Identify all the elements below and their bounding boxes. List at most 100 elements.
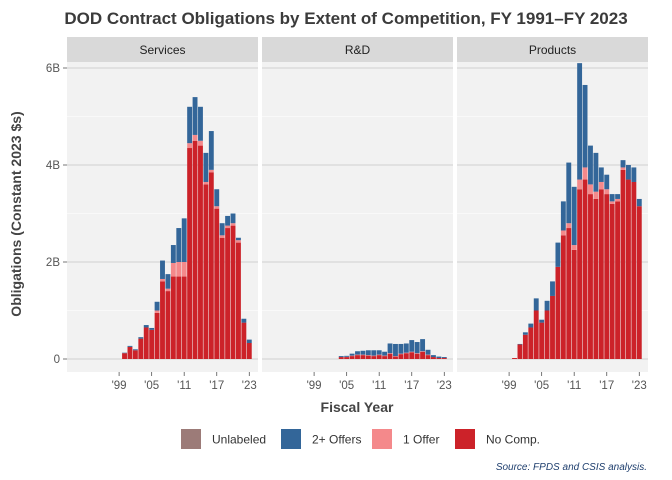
- bar-services-2002-2-offers: [132, 349, 138, 351]
- bar-r-d-2011-no-comp: [376, 355, 382, 359]
- x-tick-label: '05: [144, 380, 159, 392]
- bar-services-2008-no-comp: [165, 291, 171, 359]
- bar-r-d-2019-2-offers: [420, 339, 426, 352]
- bar-products-2016-no-comp: [598, 189, 604, 359]
- bar-r-d-2005-2-offers: [344, 355, 350, 357]
- bar-services-2019-1-offer: [225, 225, 231, 229]
- legend-label: No Comp.: [486, 433, 540, 447]
- bar-r-d-2005-no-comp: [344, 357, 350, 359]
- bar-products-2013-1-offer: [582, 167, 588, 180]
- bar-products-2005-2-offers: [539, 319, 545, 323]
- bar-products-2011-1-offer: [571, 245, 577, 250]
- bar-products-2002-2-offers: [522, 332, 528, 335]
- bar-services-2014-1-offer: [198, 140, 203, 146]
- x-tick-label: '23: [437, 380, 452, 392]
- bar-products-2019-2-offers: [615, 194, 621, 199]
- legend-label: 1 Offer: [403, 433, 439, 447]
- bar-r-d-2022-2-offers: [436, 356, 442, 359]
- legend-item-no-comp: No Comp.: [455, 429, 540, 449]
- bar-products-2023-no-comp: [636, 206, 642, 359]
- bar-services-2011-1-offer: [181, 262, 187, 277]
- bar-r-d-2020-no-comp: [425, 355, 431, 359]
- bar-services-2001-no-comp: [127, 346, 133, 359]
- bar-products-2012-no-comp: [577, 189, 583, 359]
- legend-item-unlabeled: Unlabeled: [181, 429, 266, 449]
- bar-services-2004-no-comp: [143, 327, 149, 359]
- bar-products-2015-2-offers: [593, 152, 599, 192]
- bar-services-2012-1-offer: [187, 143, 193, 149]
- bar-r-d-2022-no-comp: [436, 358, 442, 359]
- bar-services-2016-1-offer: [208, 169, 214, 173]
- bar-products-2022-no-comp: [631, 181, 637, 359]
- bar-products-2018-1-offer: [609, 201, 615, 204]
- bar-services-2022-2-offers: [241, 318, 247, 323]
- bar-products-2010-no-comp: [566, 228, 572, 359]
- bar-products-2002-no-comp: [522, 334, 528, 359]
- bar-r-d-2006-no-comp: [349, 356, 355, 359]
- bar-services-2017-no-comp: [214, 208, 220, 359]
- bar-products-2011-no-comp: [571, 249, 577, 359]
- bar-services-2017-2-offers: [214, 189, 220, 207]
- bar-services-2018-no-comp: [219, 237, 225, 359]
- legend-item-1-offer: 1 Offer: [372, 429, 439, 449]
- bar-products-2021-no-comp: [625, 179, 631, 359]
- bar-products-2017-no-comp: [604, 194, 610, 359]
- bar-r-d-2016-no-comp: [403, 353, 409, 359]
- panel-plot-area: [262, 62, 453, 372]
- panel-strip-label: Products: [529, 43, 576, 57]
- bar-r-d-2017-2-offers: [409, 340, 415, 352]
- bar-products-2016-1-offer: [598, 181, 604, 190]
- bar-services-2004-2-offers: [143, 325, 149, 328]
- bar-products-2010-2-offers: [566, 162, 572, 224]
- bar-r-d-2018-no-comp: [414, 353, 420, 359]
- bar-r-d-2009-2-offers: [365, 350, 371, 356]
- bar-products-2006-no-comp: [544, 310, 550, 359]
- x-tick-label: '11: [567, 380, 581, 392]
- bar-r-d-2021-no-comp: [430, 357, 436, 359]
- bar-services-2006-1-offer: [154, 310, 160, 313]
- x-axis-title: Fiscal Year: [321, 399, 394, 415]
- bar-services-2007-2-offers: [160, 260, 165, 279]
- bar-services-2007-no-comp: [160, 281, 165, 359]
- bar-services-2001-2-offers: [127, 345, 133, 347]
- legend: Unlabeled 2+ Offers 1 Offer No Comp.: [181, 429, 540, 449]
- bar-services-2022-no-comp: [241, 322, 247, 359]
- x-tick-label: '99: [502, 380, 517, 392]
- panel-strip: [67, 37, 258, 62]
- bar-services-2021-1-offer: [235, 240, 241, 243]
- bar-services-2020-1-offer: [230, 223, 236, 226]
- bar-products-2004-no-comp: [533, 310, 539, 359]
- panel-services: Services '99 '05 '11 '17 '23: [67, 37, 258, 392]
- bar-products-2009-1-offer: [560, 230, 566, 236]
- bar-r-d-2013-2-offers: [387, 343, 393, 354]
- bar-services-2017-1-offer: [214, 206, 220, 209]
- bar-products-2003-no-comp: [528, 327, 534, 359]
- bar-products-2009-2-offers: [560, 201, 566, 231]
- bar-services-2016-2-offers: [208, 131, 214, 170]
- x-tick-label: '23: [242, 380, 257, 392]
- bar-services-2018-2-offers: [219, 223, 225, 236]
- bar-r-d-2004-2-offers: [338, 356, 344, 358]
- bar-products-2014-2-offers: [588, 145, 593, 185]
- panel-strip-label: R&D: [345, 43, 371, 57]
- bar-services-2008-1-offer: [165, 288, 171, 292]
- bar-r-d-2007-no-comp: [355, 355, 360, 359]
- bar-products-2015-no-comp: [593, 198, 599, 359]
- bar-r-d-2018-2-offers: [414, 342, 420, 354]
- bar-products-2022-2-offers: [631, 167, 637, 182]
- bar-services-2020-no-comp: [230, 225, 236, 359]
- bar-products-2016-2-offers: [598, 167, 604, 182]
- x-tick-label: '99: [307, 380, 322, 392]
- legend-key: [455, 429, 475, 449]
- legend-item-2-offers: 2+ Offers: [281, 429, 361, 449]
- bar-products-2013-no-comp: [582, 179, 588, 359]
- panel-products: Products '99 '05 '11 '17 '23: [457, 37, 648, 392]
- bar-services-2018-1-offer: [219, 235, 225, 238]
- y-tick-label: 0: [54, 354, 60, 366]
- bar-services-2015-2-offers: [203, 152, 209, 182]
- bar-services-2005-2-offers: [149, 327, 155, 330]
- bar-r-d-2010-2-offers: [371, 350, 377, 356]
- bar-r-d-2014-no-comp: [393, 356, 398, 359]
- bar-r-d-2008-2-offers: [360, 350, 366, 355]
